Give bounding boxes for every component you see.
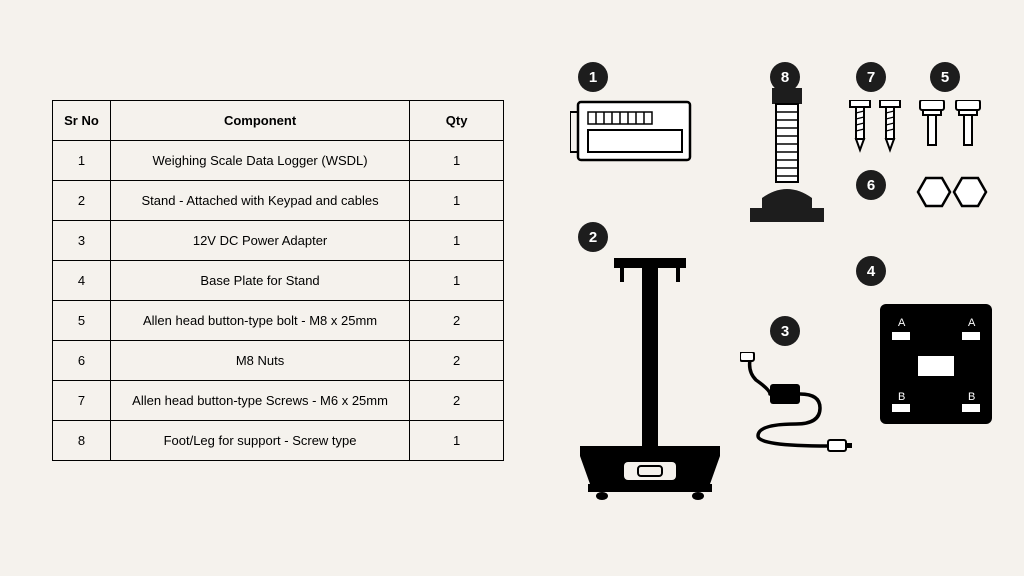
cell-qty: 1 <box>410 261 504 301</box>
power-adapter-icon <box>740 352 860 452</box>
cell-qty: 2 <box>410 301 504 341</box>
screws-icon <box>840 100 910 156</box>
table-row: 1Weighing Scale Data Logger (WSDL)1 <box>53 141 504 181</box>
table-row: 312V DC Power Adapter1 <box>53 221 504 261</box>
table-row: 6M8 Nuts2 <box>53 341 504 381</box>
bolts-icon <box>912 100 988 150</box>
table-row: 4Base Plate for Stand1 <box>53 261 504 301</box>
cell-component: Foot/Leg for support - Screw type <box>110 421 409 461</box>
cell-component: 12V DC Power Adapter <box>110 221 409 261</box>
table-row: 5Allen head button-type bolt - M8 x 25mm… <box>53 301 504 341</box>
callout-badge-6: 6 <box>856 170 886 200</box>
cell-srno: 8 <box>53 421 111 461</box>
cell-component: Allen head button-type bolt - M8 x 25mm <box>110 301 409 341</box>
foot-leg-icon <box>742 88 832 228</box>
baseplate-label-a-right: A <box>968 317 976 329</box>
callout-badge-3: 3 <box>770 316 800 346</box>
table: Sr No Component Qty 1Weighing Scale Data… <box>52 100 504 461</box>
cell-srno: 1 <box>53 141 111 181</box>
cell-qty: 1 <box>410 181 504 221</box>
cell-qty: 2 <box>410 341 504 381</box>
callout-badge-4: 4 <box>856 256 886 286</box>
table-row: 8Foot/Leg for support - Screw type1 <box>53 421 504 461</box>
cell-component: Weighing Scale Data Logger (WSDL) <box>110 141 409 181</box>
base-plate-icon: A A B B <box>880 304 992 424</box>
cell-srno: 6 <box>53 341 111 381</box>
baseplate-label-b-left: B <box>898 391 905 403</box>
wsdl-device-icon <box>570 100 695 164</box>
callout-badge-7: 7 <box>856 62 886 92</box>
cell-qty: 2 <box>410 381 504 421</box>
baseplate-label-a-left: A <box>898 317 906 329</box>
cell-srno: 3 <box>53 221 111 261</box>
cell-srno: 2 <box>53 181 111 221</box>
baseplate-label-b-right: B <box>968 391 975 403</box>
cell-srno: 5 <box>53 301 111 341</box>
callout-badge-1: 1 <box>578 62 608 92</box>
callout-badge-5: 5 <box>930 62 960 92</box>
cell-qty: 1 <box>410 141 504 181</box>
cell-component: Base Plate for Stand <box>110 261 409 301</box>
col-header-qty: Qty <box>410 101 504 141</box>
cell-component: Allen head button-type Screws - M6 x 25m… <box>110 381 409 421</box>
component-table: Sr No Component Qty 1Weighing Scale Data… <box>52 100 504 461</box>
table-row: 7Allen head button-type Screws - M6 x 25… <box>53 381 504 421</box>
cell-component: M8 Nuts <box>110 341 409 381</box>
cell-srno: 7 <box>53 381 111 421</box>
cell-qty: 1 <box>410 421 504 461</box>
callout-badge-2: 2 <box>578 222 608 252</box>
nuts-icon <box>914 176 988 210</box>
table-row: 2Stand - Attached with Keypad and cables… <box>53 181 504 221</box>
cell-srno: 4 <box>53 261 111 301</box>
cell-component: Stand - Attached with Keypad and cables <box>110 181 409 221</box>
stand-icon <box>570 258 730 508</box>
col-header-srno: Sr No <box>53 101 111 141</box>
col-header-component: Component <box>110 101 409 141</box>
cell-qty: 1 <box>410 221 504 261</box>
